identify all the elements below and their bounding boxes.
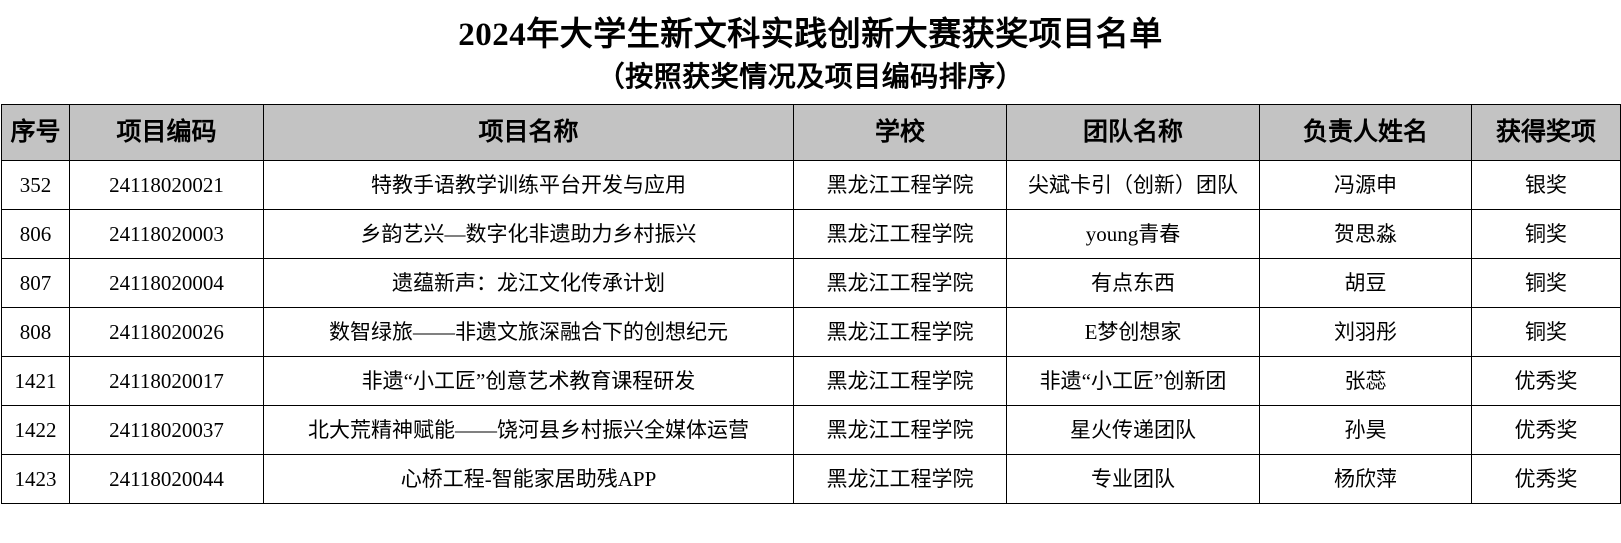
cell-award: 铜奖 [1471,307,1621,357]
table-row: 807 24118020004 遗蕴新声：龙江文化传承计划 黑龙江工程学院 有点… [1,258,1621,308]
table-row: 806 24118020003 乡韵艺兴—数字化非遗助力乡村振兴 黑龙江工程学院… [1,209,1621,259]
cell-leader: 孙昊 [1259,405,1472,455]
cell-index: 1423 [1,454,70,504]
cell-award: 铜奖 [1471,209,1621,259]
table-header-row: 序号 项目编码 项目名称 学校 团队名称 负责人姓名 获得奖项 [1,104,1621,161]
table-row: 808 24118020026 数智绿旅——非遗文旅深融合下的创想纪元 黑龙江工… [1,307,1621,357]
cell-school: 黑龙江工程学院 [793,454,1007,504]
table-row: 1421 24118020017 非遗“小工匠”创意艺术教育课程研发 黑龙江工程… [1,356,1621,406]
cell-project-name: 乡韵艺兴—数字化非遗助力乡村振兴 [263,209,794,259]
cell-team: 非遗“小工匠”创新团 [1006,356,1260,406]
table-body: 352 24118020021 特教手语教学训练平台开发与应用 黑龙江工程学院 … [1,160,1621,504]
cell-leader: 贺思淼 [1259,209,1472,259]
cell-award: 银奖 [1471,160,1621,210]
cell-project-name: 北大荒精神赋能——饶河县乡村振兴全媒体运营 [263,405,794,455]
cell-code: 24118020044 [69,454,264,504]
cell-leader: 冯源申 [1259,160,1472,210]
cell-team: young青春 [1006,209,1260,259]
cell-code: 24118020004 [69,258,264,308]
cell-project-name: 特教手语教学训练平台开发与应用 [263,160,794,210]
column-header-index: 序号 [1,104,70,161]
cell-index: 352 [1,160,70,210]
cell-code: 24118020021 [69,160,264,210]
column-header-code: 项目编码 [69,104,264,161]
cell-award: 优秀奖 [1471,454,1621,504]
cell-project-name: 数智绿旅——非遗文旅深融合下的创想纪元 [263,307,794,357]
cell-code: 24118020037 [69,405,264,455]
cell-project-name: 心桥工程-智能家居助残APP [263,454,794,504]
column-header-team: 团队名称 [1006,104,1260,161]
cell-leader: 刘羽彤 [1259,307,1472,357]
page-title: 2024年大学生新文科实践创新大赛获奖项目名单 [458,17,1163,53]
award-project-table: 序号 项目编码 项目名称 学校 团队名称 负责人姓名 获得奖项 352 2411… [1,104,1621,504]
cell-index: 807 [1,258,70,308]
cell-school: 黑龙江工程学院 [793,307,1007,357]
cell-project-name: 遗蕴新声：龙江文化传承计划 [263,258,794,308]
cell-index: 1422 [1,405,70,455]
column-header-school: 学校 [793,104,1007,161]
cell-code: 24118020026 [69,307,264,357]
cell-project-name: 非遗“小工匠”创意艺术教育课程研发 [263,356,794,406]
cell-school: 黑龙江工程学院 [793,209,1007,259]
cell-school: 黑龙江工程学院 [793,160,1007,210]
cell-leader: 胡豆 [1259,258,1472,308]
cell-team: 星火传递团队 [1006,405,1260,455]
cell-index: 806 [1,209,70,259]
cell-award: 铜奖 [1471,258,1621,308]
cell-school: 黑龙江工程学院 [793,356,1007,406]
cell-index: 1421 [1,356,70,406]
column-header-award: 获得奖项 [1471,104,1621,161]
cell-award: 优秀奖 [1471,356,1621,406]
cell-school: 黑龙江工程学院 [793,258,1007,308]
cell-team: 专业团队 [1006,454,1260,504]
document-title-block: 2024年大学生新文科实践创新大赛获奖项目名单 （按照获奖情况及项目编码排序） [0,0,1621,98]
cell-leader: 张蕊 [1259,356,1472,406]
cell-team: E梦创想家 [1006,307,1260,357]
cell-team: 尖斌卡引（创新）团队 [1006,160,1260,210]
page-subtitle: （按照获奖情况及项目编码排序） [596,62,1025,93]
table-header: 序号 项目编码 项目名称 学校 团队名称 负责人姓名 获得奖项 [1,104,1621,161]
cell-school: 黑龙江工程学院 [793,405,1007,455]
cell-award: 优秀奖 [1471,405,1621,455]
cell-code: 24118020017 [69,356,264,406]
table-row: 1423 24118020044 心桥工程-智能家居助残APP 黑龙江工程学院 … [1,454,1621,504]
cell-index: 808 [1,307,70,357]
table-row: 352 24118020021 特教手语教学训练平台开发与应用 黑龙江工程学院 … [1,160,1621,210]
column-header-leader: 负责人姓名 [1259,104,1472,161]
column-header-name: 项目名称 [263,104,794,161]
cell-leader: 杨欣萍 [1259,454,1472,504]
cell-code: 24118020003 [69,209,264,259]
cell-team: 有点东西 [1006,258,1260,308]
table-row: 1422 24118020037 北大荒精神赋能——饶河县乡村振兴全媒体运营 黑… [1,405,1621,455]
